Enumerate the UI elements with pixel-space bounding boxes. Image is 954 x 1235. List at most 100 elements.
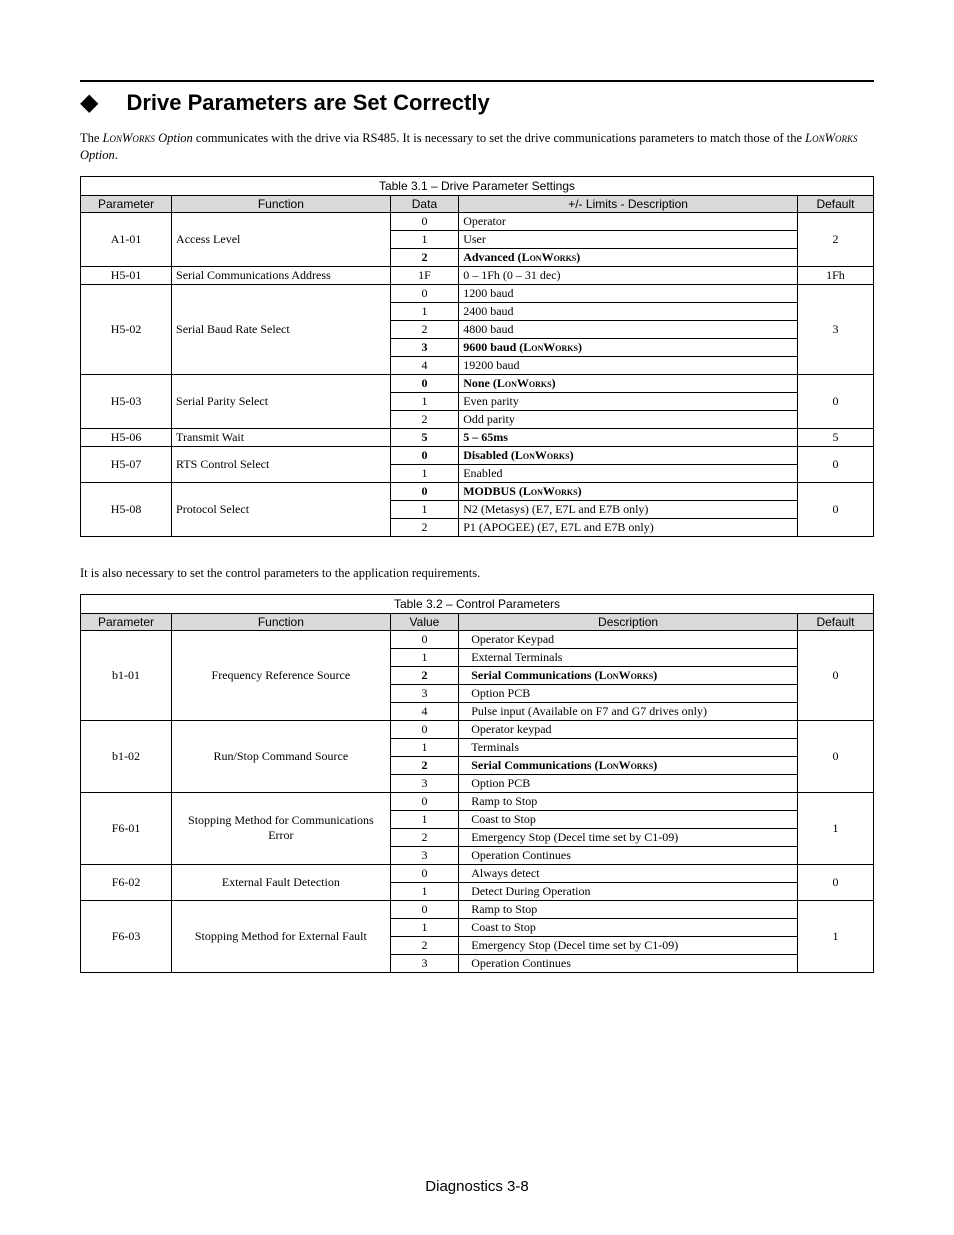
between-paragraph: It is also necessary to set the control …: [80, 565, 874, 582]
cell-data: 1: [390, 918, 459, 936]
table-row: H5-03Serial Parity Select0None (LonWorks…: [81, 374, 874, 392]
diamond-icon: ◆: [80, 91, 98, 115]
cell-description: Coast to Stop: [459, 918, 798, 936]
cell-parameter: F6-03: [81, 900, 172, 972]
table-row: A1-01Access Level0Operator2: [81, 212, 874, 230]
cell-description: None (LonWorks): [459, 374, 798, 392]
cell-data: 1: [390, 882, 459, 900]
cell-data: 3: [390, 684, 459, 702]
column-header: Default: [797, 613, 873, 630]
cell-function: Access Level: [172, 212, 391, 266]
table-row: b1-01Frequency Reference Source0Operator…: [81, 630, 874, 648]
cell-function: RTS Control Select: [172, 446, 391, 482]
cell-description: Ramp to Stop: [459, 900, 798, 918]
cell-default: 1: [797, 792, 873, 864]
cell-function: Stopping Method for Communications Error: [172, 792, 391, 864]
cell-data: 0: [390, 374, 459, 392]
cell-default: 0: [797, 630, 873, 720]
cell-data: 3: [390, 338, 459, 356]
cell-default: 1: [797, 900, 873, 972]
cell-description: Ramp to Stop: [459, 792, 798, 810]
table1-caption: Table 3.1 – Drive Parameter Settings: [80, 176, 874, 195]
cell-function: Serial Parity Select: [172, 374, 391, 428]
cell-description: Emergency Stop (Decel time set by C1-09): [459, 828, 798, 846]
cell-description: Operation Continues: [459, 954, 798, 972]
cell-data: 2: [390, 410, 459, 428]
cell-parameter: H5-02: [81, 284, 172, 374]
cell-default: 5: [797, 428, 873, 446]
cell-description: Terminals: [459, 738, 798, 756]
cell-data: 2: [390, 756, 459, 774]
column-header: Function: [172, 613, 391, 630]
cell-data: 0: [390, 284, 459, 302]
cell-data: 5: [390, 428, 459, 446]
cell-description: Pulse input (Available on F7 and G7 driv…: [459, 702, 798, 720]
cell-description: Serial Communications (LonWorks): [459, 666, 798, 684]
cell-description: 9600 baud (LonWorks): [459, 338, 798, 356]
cell-data: 2: [390, 936, 459, 954]
cell-default: 0: [797, 720, 873, 792]
cell-description: External Terminals: [459, 648, 798, 666]
cell-parameter: F6-02: [81, 864, 172, 900]
cell-description: 5 – 65ms: [459, 428, 798, 446]
cell-description: P1 (APOGEE) (E7, E7L and E7B only): [459, 518, 798, 536]
table-row: F6-02External Fault Detection0Always det…: [81, 864, 874, 882]
column-header: +/- Limits - Description: [459, 195, 798, 212]
cell-data: 2: [390, 828, 459, 846]
option-text: Option: [155, 131, 193, 145]
cell-function: Stopping Method for External Fault: [172, 900, 391, 972]
column-header: Parameter: [81, 195, 172, 212]
lonworks-text: LonWorks: [103, 131, 155, 145]
column-header: Data: [390, 195, 459, 212]
cell-default: 0: [797, 482, 873, 536]
table-row: b1-02Run/Stop Command Source0Operator ke…: [81, 720, 874, 738]
cell-function: Transmit Wait: [172, 428, 391, 446]
cell-description: 0 – 1Fh (0 – 31 dec): [459, 266, 798, 284]
cell-default: 0: [797, 374, 873, 428]
cell-function: External Fault Detection: [172, 864, 391, 900]
cell-parameter: H5-07: [81, 446, 172, 482]
cell-parameter: A1-01: [81, 212, 172, 266]
cell-data: 1: [390, 648, 459, 666]
cell-function: Run/Stop Command Source: [172, 720, 391, 792]
cell-default: 0: [797, 864, 873, 900]
page: ◆ Drive Parameters are Set Correctly The…: [0, 0, 954, 1235]
heading-text: Drive Parameters are Set Correctly: [126, 90, 489, 116]
cell-description: Detect During Operation: [459, 882, 798, 900]
cell-description: 2400 baud: [459, 302, 798, 320]
top-rule: [80, 80, 874, 82]
control-parameter-table: Table 3.2 – Control Parameters Parameter…: [80, 594, 874, 973]
cell-default: 3: [797, 284, 873, 374]
cell-description: Operator: [459, 212, 798, 230]
cell-description: Even parity: [459, 392, 798, 410]
cell-description: 1200 baud: [459, 284, 798, 302]
cell-data: 0: [390, 212, 459, 230]
cell-description: 4800 baud: [459, 320, 798, 338]
table-row: H5-01Serial Communications Address1F0 – …: [81, 266, 874, 284]
cell-data: 2: [390, 518, 459, 536]
cell-function: Frequency Reference Source: [172, 630, 391, 720]
cell-description: Enabled: [459, 464, 798, 482]
cell-data: 0: [390, 630, 459, 648]
cell-description: Odd parity: [459, 410, 798, 428]
cell-data: 3: [390, 846, 459, 864]
cell-default: 0: [797, 446, 873, 482]
table-row: H5-07RTS Control Select0Disabled (LonWor…: [81, 446, 874, 464]
cell-data: 1: [390, 230, 459, 248]
cell-function: Serial Communications Address: [172, 266, 391, 284]
column-header: Parameter: [81, 613, 172, 630]
cell-data: 0: [390, 900, 459, 918]
cell-description: Coast to Stop: [459, 810, 798, 828]
cell-data: 1: [390, 810, 459, 828]
cell-description: Operation Continues: [459, 846, 798, 864]
cell-description: Advanced (LonWorks): [459, 248, 798, 266]
column-header: Default: [797, 195, 873, 212]
cell-data: 2: [390, 320, 459, 338]
drive-parameter-table: Table 3.1 – Drive Parameter Settings Par…: [80, 176, 874, 537]
cell-description: Serial Communications (LonWorks): [459, 756, 798, 774]
cell-data: 1: [390, 500, 459, 518]
cell-data: 1: [390, 464, 459, 482]
cell-description: Disabled (LonWorks): [459, 446, 798, 464]
column-header: Description: [459, 613, 798, 630]
cell-default: 2: [797, 212, 873, 266]
